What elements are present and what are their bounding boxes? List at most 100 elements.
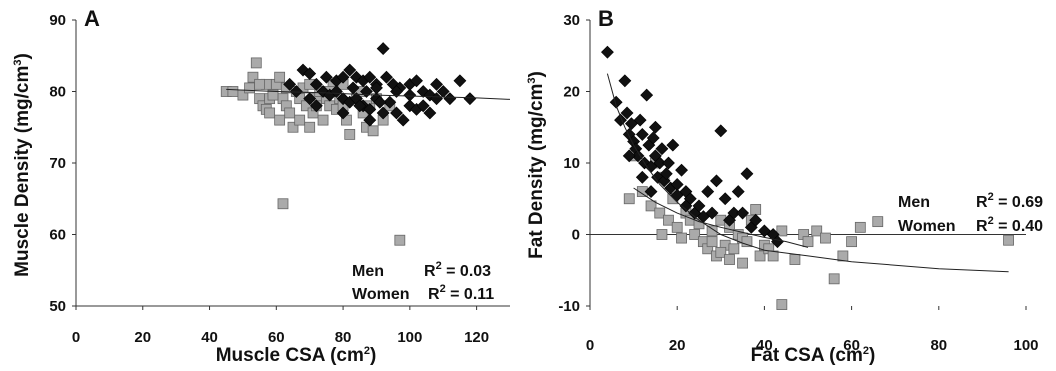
panel-b-men-point: [633, 113, 647, 127]
panel-a-women-point: [344, 128, 356, 140]
panel-b-women-point: [706, 225, 718, 237]
panel-a-men-point: [403, 88, 417, 102]
panel-b-men-point: [659, 167, 673, 181]
panel-b-women-point: [872, 216, 884, 228]
panel-b-women-point: [689, 229, 701, 240]
panel-a-women-point: [287, 121, 299, 133]
panel-a-women-point: [284, 107, 296, 119]
panel-b-y-axis-title: Fat Density (mg/cm3): [526, 71, 547, 259]
panel-a-y-tick-label: 90: [49, 12, 66, 29]
panel-a-men-point: [423, 106, 437, 120]
panel-b-men-point: [601, 45, 614, 59]
panel-b-men-point: [705, 206, 719, 220]
panel-a-women-point: [264, 107, 276, 119]
panel-a-men-point: [370, 81, 383, 95]
panel-a-women-point: [274, 114, 286, 126]
panel-a-women-point: [254, 78, 266, 90]
panel-b-men-point: [666, 138, 680, 152]
panel-b-men-point: [727, 206, 741, 220]
panel-b-x-tick-label: 20: [669, 337, 686, 354]
panel-b-men-point: [644, 185, 658, 199]
panel-b-women-point: [741, 236, 753, 248]
panel-a-men-point: [309, 77, 323, 91]
panel-b-men-point: [662, 156, 675, 170]
panel-a-men-point: [463, 92, 477, 106]
panel-b-women-point: [663, 214, 674, 226]
panel-a-women-point: [394, 234, 406, 246]
panel-b-women-point: [776, 225, 788, 237]
panel-a-men-point: [336, 70, 350, 84]
panel-b-x-tick-label: 0: [586, 337, 594, 354]
panel-a-women-point: [247, 71, 259, 83]
panel-a-x-tick-label: 40: [201, 329, 218, 346]
panel-b-men-point: [655, 142, 669, 156]
panel-a-women-point: [244, 82, 256, 94]
panel-a-women-point: [367, 125, 379, 137]
panel-a: A 0 20 40 60 80 100 120 50 60 70 80 90 Muscle CSA (…: [12, 6, 511, 366]
panel-a-women-point: [250, 57, 262, 69]
panel-b-men-point: [635, 127, 649, 141]
panel-b-men-point: [714, 124, 728, 138]
panel-b-women-point: [724, 254, 735, 265]
panel-a-men-point: [410, 74, 423, 88]
panel-b-fit-line: [606, 73, 1009, 273]
panel-a-ticks: 0 20 40 60 80 100 120 50 60 70 80 90: [49, 12, 489, 346]
panel-b-women-point: [776, 299, 788, 310]
panel-a-x-tick-label: 0: [72, 329, 80, 346]
panel-b-women-point: [715, 246, 727, 258]
panel-b-men-point: [718, 192, 732, 206]
panel-b-legend-men: Men: [898, 194, 930, 211]
panel-a-men-point: [309, 99, 323, 113]
panel-b-y-tick-label: 20: [563, 84, 580, 101]
panel-b-women-point: [846, 236, 857, 248]
panel-a-men-point: [376, 106, 390, 120]
panel-b-women-point: [837, 250, 849, 262]
panel-b-men-point: [710, 174, 723, 188]
panel-a-y-tick-label: 80: [49, 84, 66, 101]
panel-b-men-point: [731, 185, 745, 199]
panel-b-women-point: [623, 193, 635, 205]
panel-b-men-point: [740, 167, 754, 181]
panel-a-women-point: [277, 198, 289, 210]
panel-a-y-tick-label: 60: [49, 227, 66, 244]
panel-b-women-point: [828, 273, 840, 285]
panel-b-men-point: [653, 156, 667, 170]
panel-b: B 0 20 40 60 80 100 -10 0 10 20 30 Fat CSA (cm2) F…: [526, 6, 1043, 366]
panel-b-y-tick-label: -10: [558, 298, 580, 315]
panel-b-x-tick-label: 40: [756, 337, 773, 354]
panel-b-legend-women-r2: R2 = 0.40: [976, 215, 1043, 235]
panel-a-legend: Men R2 = 0.03 Women R2 = 0.11: [352, 260, 494, 303]
panel-b-men-point: [692, 199, 706, 213]
panel-a-men-point: [353, 99, 367, 113]
panel-b-legend-men-r2: R2 = 0.69: [976, 191, 1043, 211]
panel-b-women-point: [811, 225, 823, 237]
panel-b-men-point: [648, 120, 662, 134]
panel-a-men-point: [336, 106, 350, 120]
panel-a-men-point: [303, 67, 317, 81]
panel-b-men-point: [749, 213, 763, 227]
panel-a-women-point: [267, 89, 279, 101]
panel-a-women-point: [304, 121, 316, 133]
panel-b-men-point: [620, 106, 634, 120]
panel-a-y-tick-label: 70: [49, 155, 66, 172]
panel-a-men-point: [343, 63, 357, 77]
panel-a-x-tick-label: 60: [268, 329, 285, 346]
panel-b-men-point: [736, 206, 750, 220]
panel-a-men-point: [430, 77, 443, 91]
panel-b-men-point: [618, 74, 632, 88]
panel-a-x-tick-label: 80: [335, 329, 352, 346]
panel-b-women-point: [645, 200, 657, 212]
panel-a-men-point: [319, 70, 333, 84]
panel-b-ticks: 0 20 40 60 80 100 -10 0 10 20 30: [558, 12, 1038, 354]
panel-a-x-tick-label: 20: [134, 329, 151, 346]
panel-b-legend-women: Women: [898, 218, 955, 235]
panel-b-x-axis-title: Fat CSA (cm2): [751, 345, 876, 366]
panel-a-men-point: [329, 85, 343, 98]
panel-a-men-point: [390, 85, 403, 98]
panel-b-x-tick-label: 80: [930, 337, 947, 354]
panel-a-legend-men-r2: R2 = 0.03: [424, 260, 491, 280]
panel-b-y-tick-label: 0: [572, 227, 580, 244]
panel-a-men-point: [396, 113, 410, 127]
panel-b-women-point: [789, 254, 801, 265]
panel-b-women-point: [656, 229, 668, 240]
